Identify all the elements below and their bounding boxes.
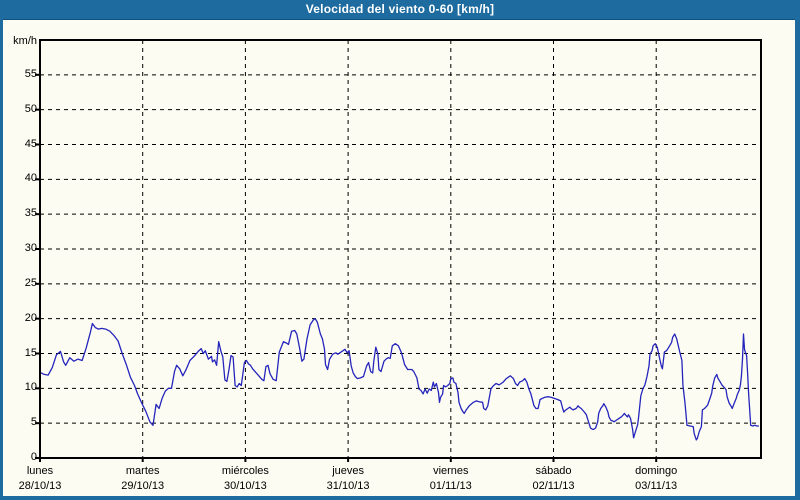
x-axis-day-label: domingo 03/11/13 bbox=[611, 464, 701, 494]
y-tick-label: 55 bbox=[24, 67, 37, 80]
y-tick-label: 45 bbox=[24, 137, 37, 150]
x-axis-day-label: martes 29/10/13 bbox=[98, 464, 188, 494]
x-axis-day-label: viernes 01/11/13 bbox=[406, 464, 496, 494]
y-tick-label: 0 bbox=[30, 451, 37, 463]
day-date-label: 29/10/13 bbox=[121, 480, 165, 492]
day-name-label: martes bbox=[125, 465, 160, 477]
day-name-label: domingo bbox=[635, 465, 678, 477]
day-date-label: 03/11/13 bbox=[635, 480, 678, 492]
y-tick-label: 50 bbox=[24, 102, 37, 115]
y-tick-label: 20 bbox=[24, 311, 37, 324]
day-name-label: lunes bbox=[26, 465, 54, 477]
day-name-label: viernes bbox=[433, 465, 469, 477]
x-axis-day-label: jueves 31/10/13 bbox=[303, 464, 393, 494]
x-axis-day-label: sábado 02/11/13 bbox=[509, 464, 599, 494]
day-date-label: 02/11/13 bbox=[532, 480, 575, 492]
y-tick-label: 40 bbox=[24, 172, 37, 185]
y-tick-label: 5 bbox=[30, 416, 37, 429]
day-date-label: 30/10/13 bbox=[223, 480, 267, 492]
y-tick-label: 35 bbox=[24, 207, 37, 220]
day-name-label: sábado bbox=[535, 465, 572, 477]
y-tick-label: 25 bbox=[24, 276, 37, 289]
day-name-label: miércoles bbox=[221, 465, 269, 477]
plot-frame bbox=[39, 39, 762, 459]
y-tick-label: 15 bbox=[24, 346, 37, 359]
y-tick-label: 30 bbox=[24, 242, 37, 254]
x-axis-day-label: miércoles 30/10/13 bbox=[200, 464, 290, 494]
chart-title: Velocidad del viento 0-60 [km/h] bbox=[305, 2, 495, 16]
day-name-label: jueves bbox=[332, 465, 364, 477]
day-date-label: 01/11/13 bbox=[429, 480, 472, 492]
day-date-label: 31/10/13 bbox=[326, 480, 370, 492]
x-axis-day-label: lunes 28/10/13 bbox=[3, 464, 85, 494]
y-tick-label: 10 bbox=[24, 381, 37, 394]
day-date-label: 28/10/13 bbox=[18, 480, 62, 492]
wind-speed-series-line bbox=[39, 318, 759, 441]
y-axis-unit-label: km/h bbox=[13, 35, 37, 47]
chart-title-bar: Velocidad del viento 0-60 [km/h] bbox=[3, 0, 795, 20]
